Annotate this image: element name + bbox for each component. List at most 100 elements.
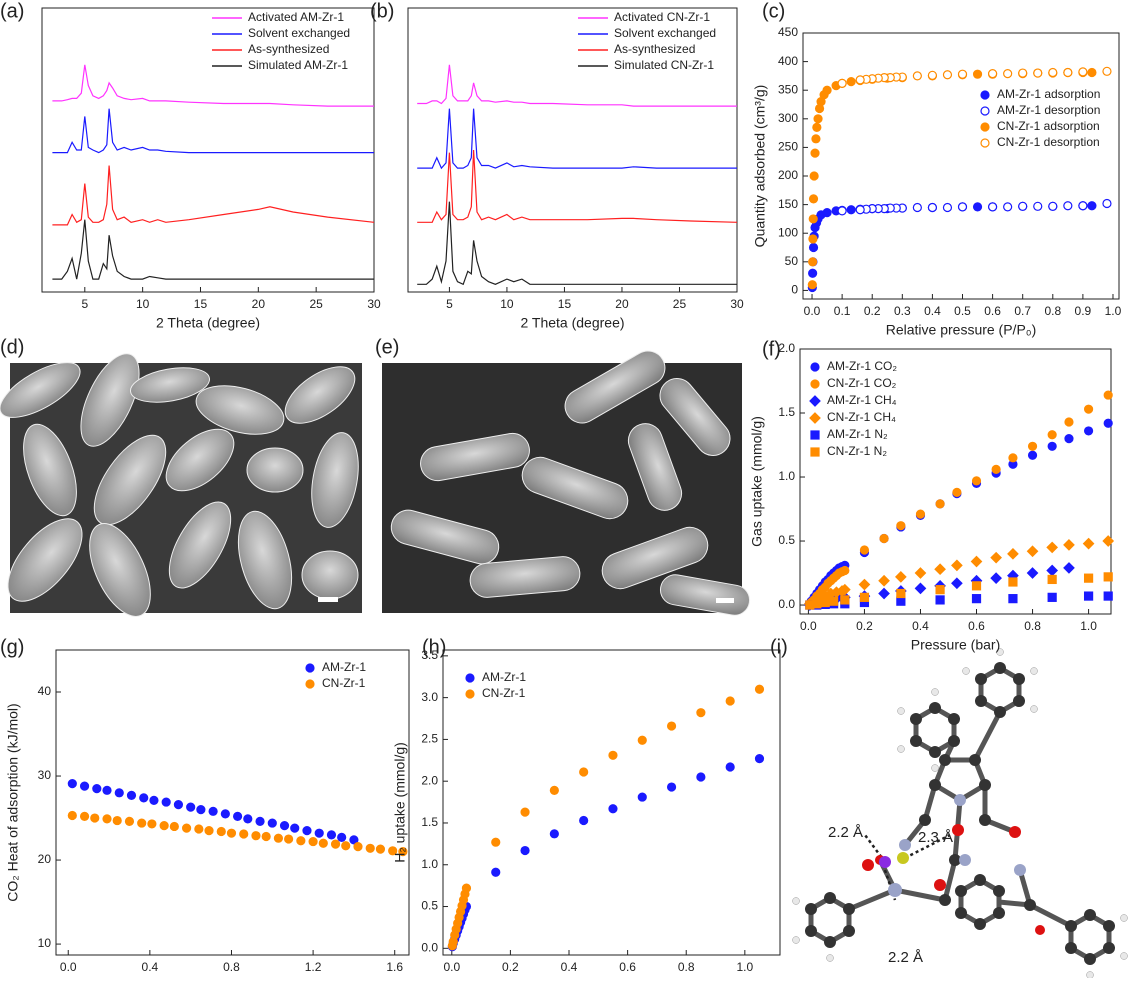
data-point <box>936 500 944 508</box>
data-point <box>187 803 195 811</box>
data-point <box>291 824 299 832</box>
data-point <box>256 817 264 825</box>
y-axis-title: H₂ uptake (mmol/g) <box>392 742 408 863</box>
x-tick-label: 0.0 <box>60 960 77 974</box>
legend-marker <box>981 123 989 131</box>
data-point <box>755 685 763 693</box>
data-point <box>205 827 213 835</box>
data-point <box>127 791 135 799</box>
x-tick-label: 1.2 <box>305 960 322 974</box>
x-tick-label: 1.0 <box>1080 619 1097 633</box>
data-point <box>550 786 558 794</box>
x-tick-label: 0.8 <box>1044 304 1061 318</box>
data-point <box>879 576 889 586</box>
data-point <box>1009 578 1017 586</box>
data-point <box>928 203 936 211</box>
data-point <box>1047 565 1057 575</box>
data-point <box>81 812 89 820</box>
legend-label: CN-Zr-1 desorption <box>997 135 1100 149</box>
x-axis-title: Relative pressure (P/P₀) <box>886 322 1037 338</box>
sem-image-d <box>0 345 365 625</box>
legend-marker <box>466 690 474 698</box>
legend-label: AM-Zr-1 N₂ <box>827 427 888 441</box>
data-point <box>838 207 846 215</box>
data-point <box>303 827 311 835</box>
data-point <box>103 786 111 794</box>
legend-label: CN-Zr-1 adsorption <box>997 119 1100 133</box>
y-tick-label: 10 <box>38 936 52 950</box>
data-point <box>1008 549 1018 559</box>
y-tick-label: 50 <box>785 254 799 268</box>
data-point <box>115 789 123 797</box>
data-point <box>354 843 362 851</box>
x-tick-label: 0.7 <box>1014 304 1031 318</box>
data-point <box>1048 575 1056 583</box>
legend-marker <box>466 674 474 682</box>
data-point <box>1064 68 1072 76</box>
data-point <box>1079 202 1087 210</box>
y-tick-label: 2.5 <box>421 732 438 746</box>
data-point <box>580 768 588 776</box>
data-point <box>1085 592 1093 600</box>
legend-label: Activated AM-Zr-1 <box>248 10 344 24</box>
data-point <box>103 815 111 823</box>
legend-marker <box>306 664 314 672</box>
legend-label: AM-Zr-1 adsorption <box>997 87 1100 101</box>
data-point <box>810 244 818 252</box>
data-point <box>859 580 869 590</box>
data-point <box>1085 574 1093 582</box>
data-point <box>814 115 822 123</box>
x-tick-label: 0.0 <box>804 304 821 318</box>
data-point <box>1104 573 1112 581</box>
data-point <box>991 573 1001 583</box>
data-point <box>332 840 340 848</box>
x-tick-label: 0.2 <box>502 960 519 974</box>
data-point <box>366 844 374 852</box>
data-point <box>943 71 951 79</box>
x-tick-label: 1.0 <box>1105 304 1122 318</box>
data-point <box>952 578 962 588</box>
data-point <box>1104 592 1112 600</box>
data-point <box>668 783 676 791</box>
x-tick-label: 30 <box>730 297 744 311</box>
panel-label: (g) <box>0 636 24 658</box>
panel-label: (d) <box>0 336 24 358</box>
data-point <box>810 195 818 203</box>
legend-marker <box>981 91 989 99</box>
data-point <box>809 235 817 243</box>
data-point <box>1034 202 1042 210</box>
molecular-structure <box>793 649 1128 979</box>
x-tick-label: 30 <box>367 297 381 311</box>
legend-label: CN-Zr-1 <box>322 676 366 690</box>
data-point <box>217 827 225 835</box>
data-point <box>915 568 925 578</box>
data-point <box>492 838 500 846</box>
legend-label: CN-Zr-1 CH₄ <box>827 410 896 424</box>
data-point <box>492 868 500 876</box>
data-point <box>726 697 734 705</box>
y-tick-label: 1.0 <box>421 857 438 871</box>
y-tick-label: 3.5 <box>421 648 438 662</box>
data-point <box>1064 202 1072 210</box>
data-point <box>823 86 831 94</box>
y-tick-label: 1.5 <box>778 405 795 419</box>
data-point <box>1049 202 1057 210</box>
data-point <box>974 203 982 211</box>
legend-label: AM-Zr-1 desorption <box>997 103 1100 117</box>
x-axis-title: Pressure (bar) <box>911 637 1000 653</box>
x-tick-label: 0.8 <box>223 960 240 974</box>
data-point <box>838 79 846 87</box>
y-tick-label: 250 <box>778 140 798 154</box>
y-tick-label: 40 <box>38 684 52 698</box>
legend-marker <box>810 413 820 423</box>
legend-label: CN-Zr-1 N₂ <box>827 444 887 458</box>
data-point <box>880 534 888 542</box>
data-point <box>879 589 889 599</box>
data-point <box>668 722 676 730</box>
plot-frame <box>56 650 409 955</box>
data-point <box>609 805 617 813</box>
x-tick-label: 0.2 <box>864 304 881 318</box>
data-point <box>81 782 89 790</box>
data-point <box>113 817 121 825</box>
y-axis-title: CO₂ Heat of adsorption (kJ/mol) <box>5 703 21 901</box>
